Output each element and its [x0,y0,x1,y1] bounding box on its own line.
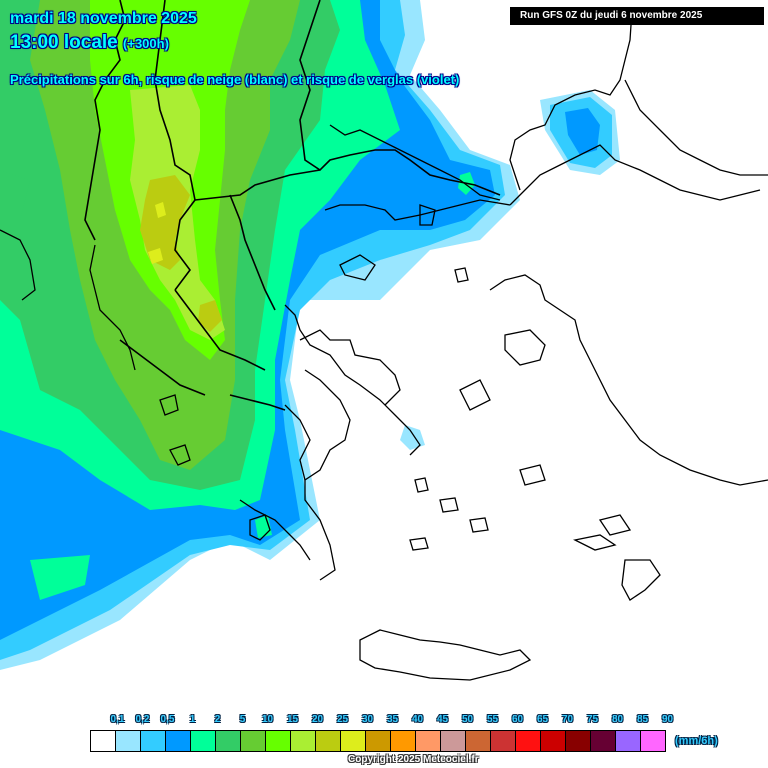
coastlines [0,9,768,681]
precip-layer-20 [140,175,222,332]
legend-swatch [641,731,665,751]
legend-label: 1 [189,714,196,725]
model-run-label: Run GFS 0Z du jeudi 6 novembre 2025 [510,7,764,25]
legend-swatch [341,731,366,751]
legend-unit: (mm/6h) [675,735,718,747]
legend-swatch [491,731,516,751]
legend-label: 10 [261,714,274,725]
legend-label: 30 [361,714,374,725]
precip-layer-25 [148,202,166,264]
legend-label: 55 [486,714,499,725]
legend-swatch [166,731,191,751]
legend-swatch [191,731,216,751]
legend-swatch [291,731,316,751]
legend-label: 40 [411,714,424,725]
legend-swatch [541,731,566,751]
legend-label: 75 [586,714,599,725]
legend-swatch [241,731,266,751]
legend-swatch [141,731,166,751]
legend-swatch [616,731,641,751]
legend-swatch [116,731,141,751]
legend-label: 65 [536,714,549,725]
forecast-lead-hours: (+300h) [123,36,169,51]
forecast-time-value: 13:00 locale [10,32,118,53]
legend-swatch [516,731,541,751]
legend-swatch [391,731,416,751]
legend-label: 2 [214,714,221,725]
legend-label: 60 [511,714,524,725]
map-subtitle: Précipitations sur 6h, risque de neige (… [10,72,460,87]
legend-swatch [366,731,391,751]
legend-swatch [91,731,116,751]
legend-swatch [566,731,591,751]
legend-swatch [466,731,491,751]
legend-swatch [441,731,466,751]
legend-swatch [216,731,241,751]
legend-label: 15 [286,714,299,725]
forecast-date: mardi 18 novembre 2025 [10,10,197,27]
legend-label: 85 [636,714,649,725]
legend-label: 50 [461,714,474,725]
forecast-time: 13:00 locale (+300h) [10,32,169,54]
legend-label: 35 [386,714,399,725]
legend-label: 5 [239,714,246,725]
legend-swatch [316,731,341,751]
legend-label: 0,1 [110,714,125,725]
legend-swatch [591,731,616,751]
legend-color-bar [90,730,666,752]
legend-label: 70 [561,714,574,725]
legend-label: 80 [611,714,624,725]
precipitation-map [0,0,768,681]
legend-label: 45 [436,714,449,725]
legend-label: 20 [311,714,324,725]
borders [84,0,501,411]
legend-swatch [266,731,291,751]
legend-label: 90 [661,714,674,725]
legend-label: 0,5 [160,714,175,725]
legend-swatch [416,731,441,751]
legend-label: 0,2 [135,714,150,725]
copyright-notice: Copyright 2025 Meteociel.fr [348,754,479,765]
legend-label: 25 [336,714,349,725]
